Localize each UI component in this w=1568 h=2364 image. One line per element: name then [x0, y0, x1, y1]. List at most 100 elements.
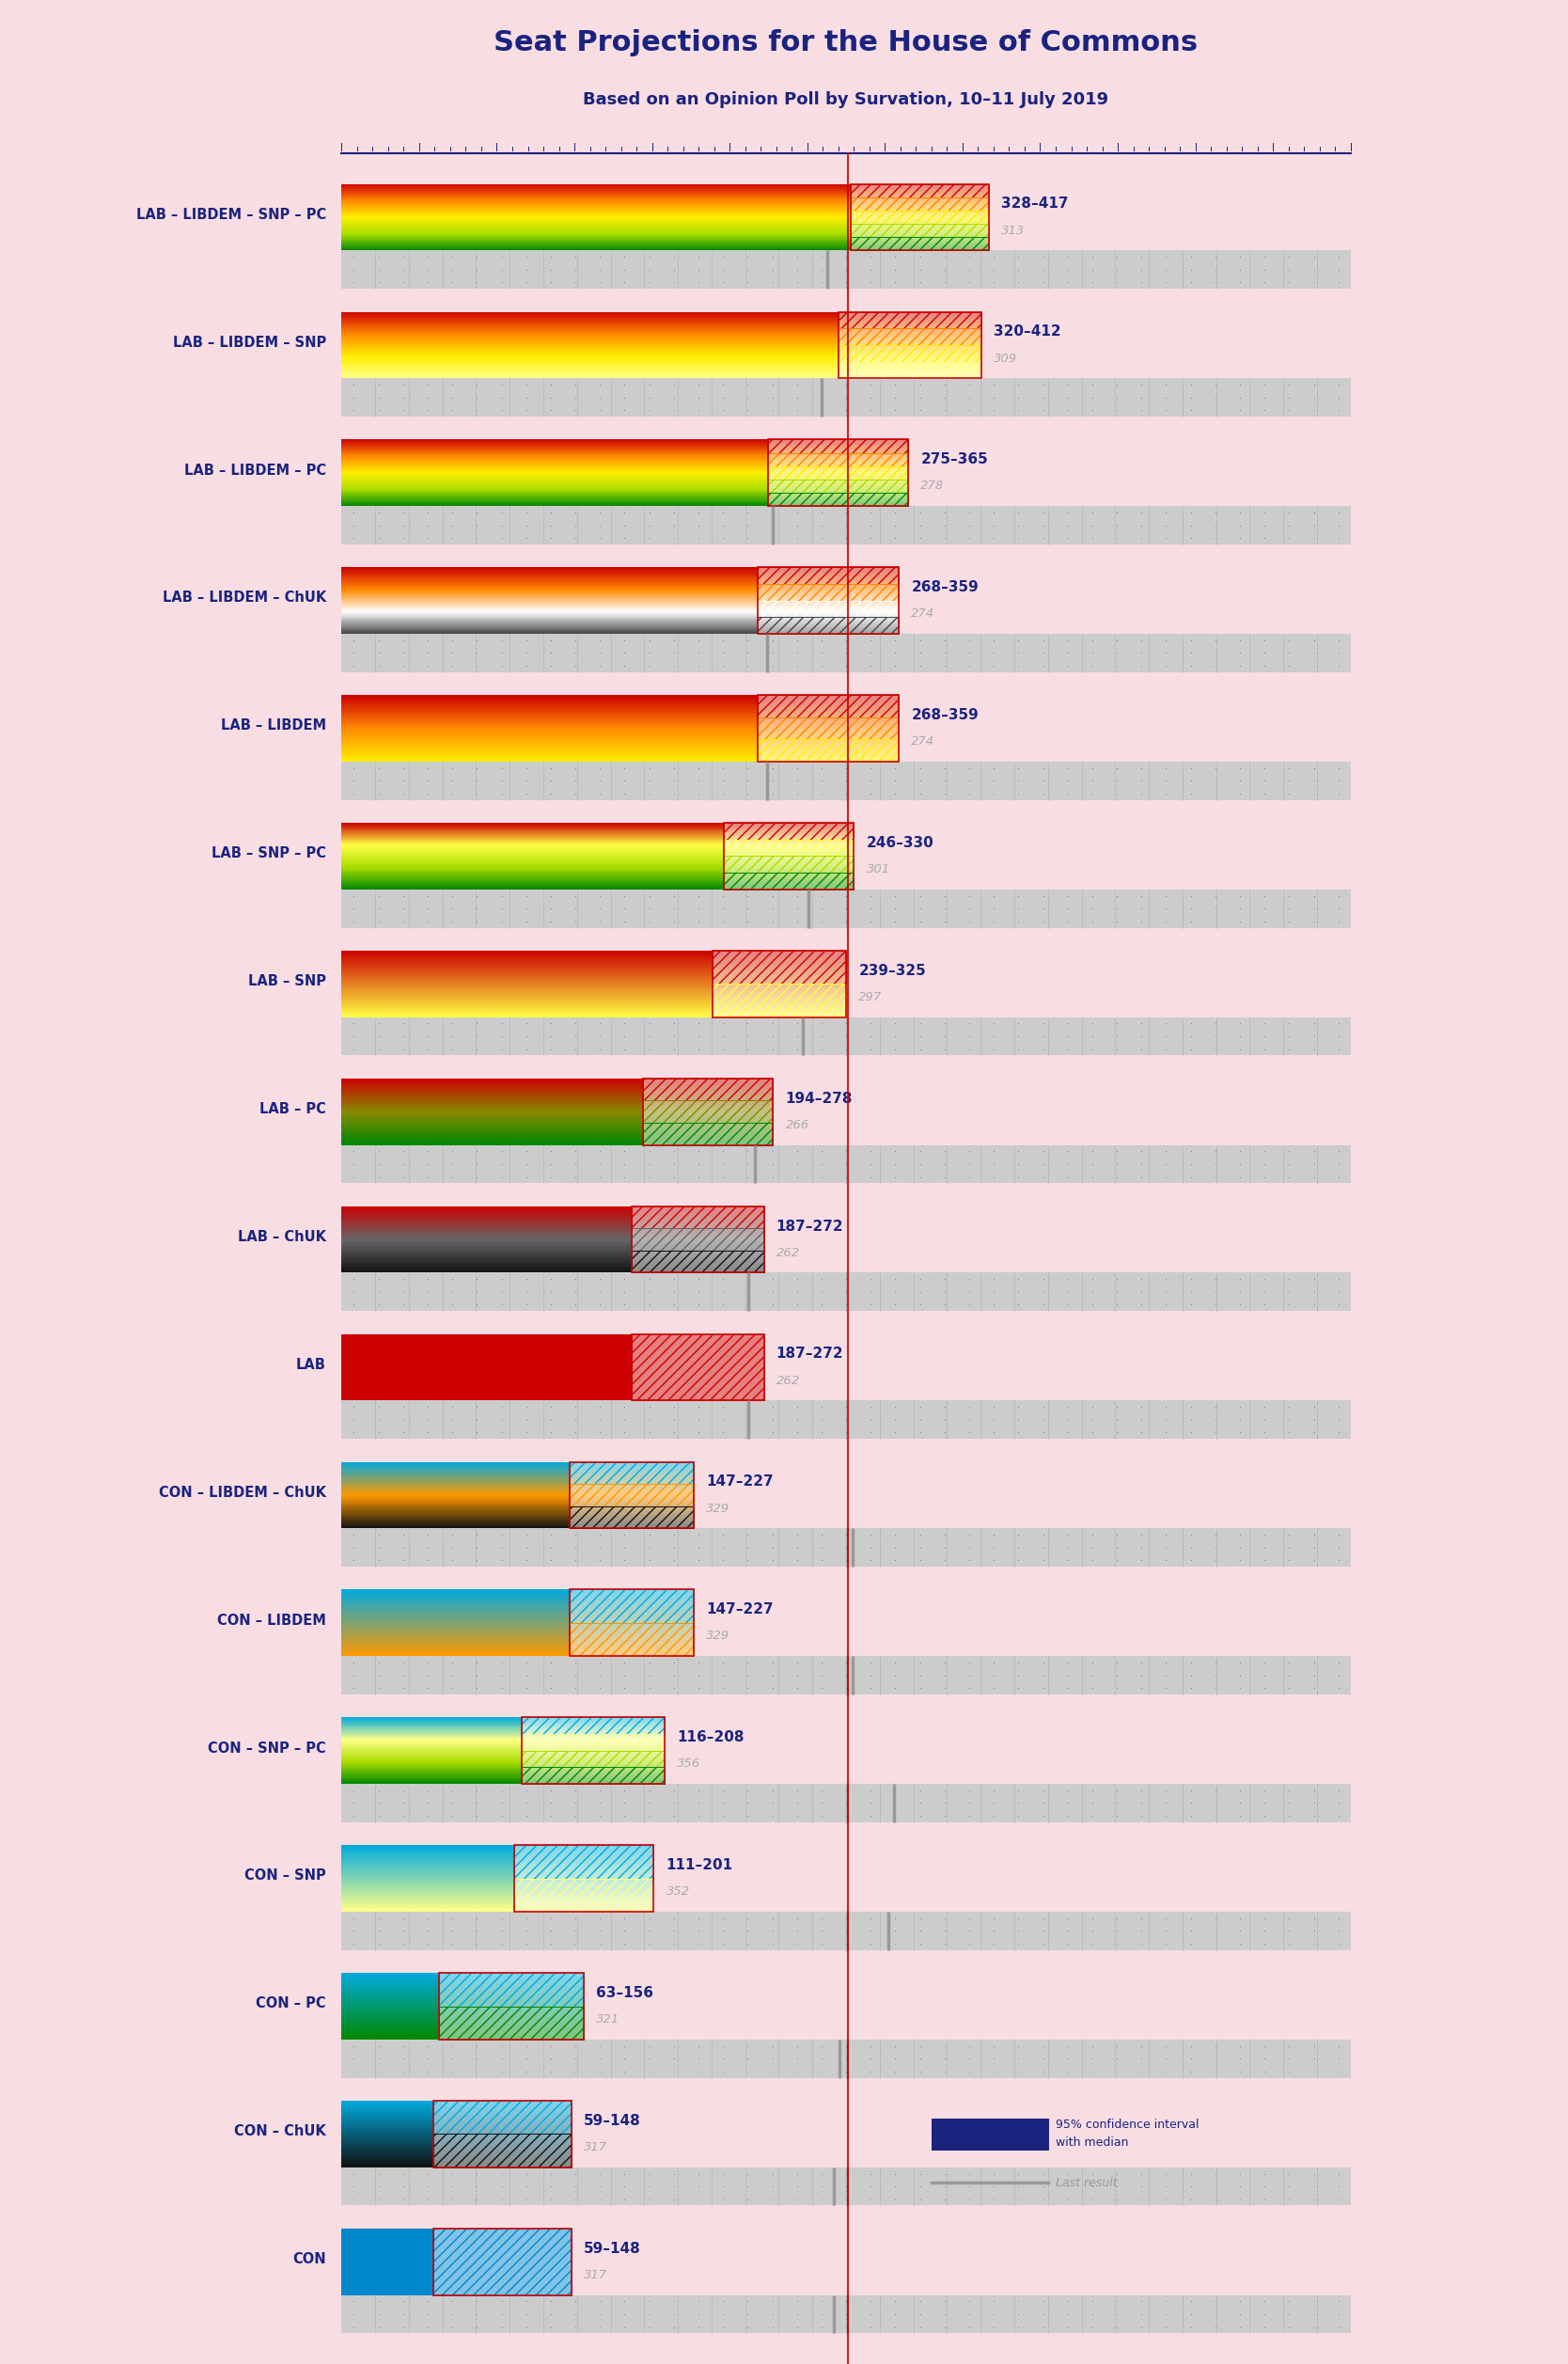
Bar [569, 1506, 695, 1527]
Bar [433, 2229, 571, 2295]
Text: 317: 317 [583, 2142, 607, 2154]
Text: 275–365: 275–365 [920, 452, 988, 466]
Bar [768, 440, 908, 506]
Bar [757, 567, 898, 584]
Bar [342, 506, 1350, 544]
Text: CON – SNP – PC: CON – SNP – PC [209, 1740, 326, 1754]
Text: 59–148: 59–148 [583, 2241, 641, 2255]
Text: Seat Projections for the House of Commons: Seat Projections for the House of Common… [494, 28, 1198, 57]
Bar [768, 492, 908, 506]
Text: 268–359: 268–359 [911, 709, 978, 721]
Bar [439, 2007, 583, 2040]
Text: CON: CON [293, 2253, 326, 2267]
Text: 274: 274 [911, 608, 935, 619]
Bar [723, 856, 855, 872]
Text: CON – LIBDEM – ChUK: CON – LIBDEM – ChUK [158, 1485, 326, 1499]
Text: LAB – PC: LAB – PC [259, 1102, 326, 1116]
Text: 268–359: 268–359 [911, 579, 978, 593]
Bar [851, 184, 989, 251]
Bar [712, 950, 847, 1017]
Bar [514, 1846, 654, 1879]
Bar [522, 1716, 665, 1735]
Bar [851, 236, 989, 251]
Text: 321: 321 [596, 2014, 619, 2026]
Text: 63–156: 63–156 [596, 1986, 654, 2000]
Bar [514, 1846, 654, 1912]
Bar [757, 584, 898, 600]
Bar [632, 1206, 764, 1229]
Bar [851, 225, 989, 236]
Bar [851, 196, 989, 210]
Text: 239–325: 239–325 [859, 965, 927, 979]
Text: LAB – SNP – PC: LAB – SNP – PC [212, 846, 326, 860]
Bar [643, 1078, 773, 1144]
Bar [439, 1974, 583, 2007]
Text: 266: 266 [786, 1118, 809, 1130]
Bar [569, 1622, 695, 1657]
Bar [439, 1974, 583, 2040]
Text: 187–272: 187–272 [776, 1220, 844, 1234]
Text: CON – SNP: CON – SNP [245, 1870, 326, 1882]
Text: 274: 274 [911, 735, 935, 747]
Bar [723, 839, 855, 856]
Text: Last result: Last result [1055, 2177, 1118, 2189]
Bar [839, 312, 982, 378]
Text: Based on an Opinion Poll by Survation, 10–11 July 2019: Based on an Opinion Poll by Survation, 1… [583, 92, 1109, 109]
Bar [757, 600, 898, 617]
Bar [433, 2229, 571, 2295]
Bar [342, 761, 1350, 799]
Bar [569, 1485, 695, 1506]
Text: with median: with median [1055, 2137, 1129, 2149]
Bar [342, 1144, 1350, 1184]
Bar [757, 695, 898, 761]
Bar [632, 1333, 764, 1399]
Bar [342, 1912, 1350, 1950]
Bar [839, 362, 982, 378]
Bar [712, 983, 847, 1017]
Text: 147–227: 147–227 [706, 1603, 773, 1617]
Text: 317: 317 [583, 2269, 607, 2281]
Text: 297: 297 [859, 991, 883, 1002]
Bar [768, 480, 908, 492]
Text: 309: 309 [994, 352, 1018, 364]
Bar [433, 2102, 571, 2135]
Bar [712, 950, 847, 983]
Text: LAB – LIBDEM – SNP: LAB – LIBDEM – SNP [172, 336, 326, 350]
Bar [757, 567, 898, 634]
Bar [433, 2102, 571, 2168]
Bar [931, 2118, 1047, 2149]
Text: 301: 301 [866, 863, 891, 875]
Bar [723, 872, 855, 889]
Text: CON – LIBDEM: CON – LIBDEM [216, 1612, 326, 1626]
Bar [433, 2135, 571, 2168]
Text: LAB: LAB [296, 1357, 326, 1371]
Text: 246–330: 246–330 [866, 837, 933, 851]
Text: LAB – LIBDEM – SNP – PC: LAB – LIBDEM – SNP – PC [136, 208, 326, 222]
Text: LAB – LIBDEM – ChUK: LAB – LIBDEM – ChUK [162, 591, 326, 605]
Bar [768, 466, 908, 480]
Bar [342, 1017, 1350, 1054]
Text: 116–208: 116–208 [677, 1730, 745, 1745]
Text: 329: 329 [706, 1631, 731, 1643]
Bar [768, 454, 908, 466]
Text: 313: 313 [1002, 225, 1025, 236]
Text: 278: 278 [920, 480, 944, 492]
Bar [757, 617, 898, 634]
Bar [757, 695, 898, 716]
Bar [632, 1251, 764, 1272]
Bar [342, 2295, 1350, 2333]
Text: 111–201: 111–201 [666, 1858, 732, 1872]
Bar [569, 1589, 695, 1622]
Bar [632, 1229, 764, 1251]
Text: 187–272: 187–272 [776, 1347, 844, 1362]
Bar [839, 312, 982, 329]
Bar [723, 823, 855, 889]
Bar [757, 716, 898, 740]
Text: 147–227: 147–227 [706, 1475, 773, 1489]
Bar [851, 184, 989, 196]
Bar [643, 1102, 773, 1123]
Text: CON – ChUK: CON – ChUK [234, 2125, 326, 2139]
Bar [342, 889, 1350, 927]
Bar [723, 823, 855, 839]
Bar [522, 1716, 665, 1785]
